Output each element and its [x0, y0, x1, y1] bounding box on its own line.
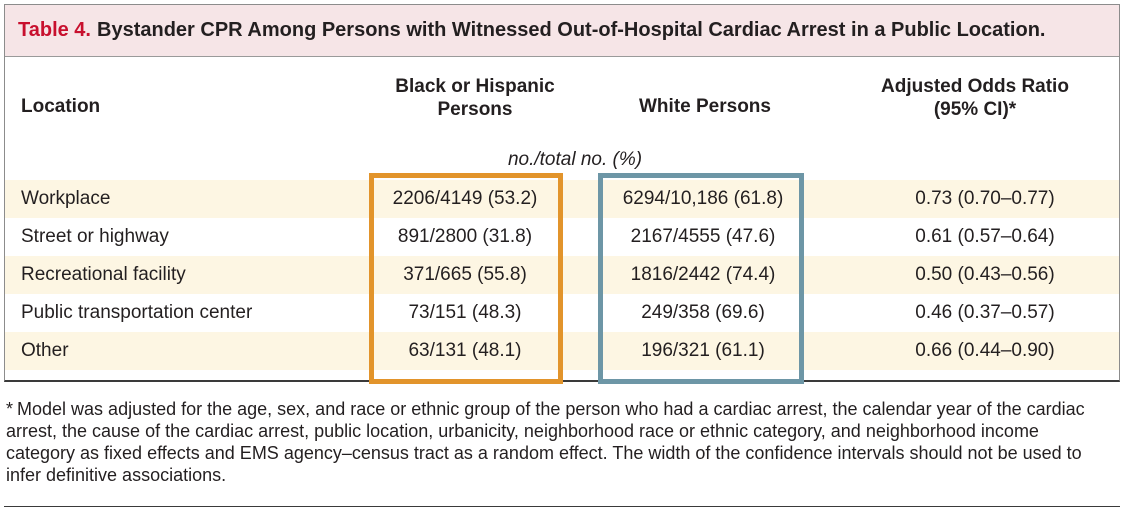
column-header-black-hispanic-line1: Black or Hispanic [395, 76, 555, 97]
column-header-black-hispanic-line2: Persons [437, 99, 513, 120]
data-table: Table 4. Bystander CPR Among Persons wit… [4, 4, 1120, 382]
cell-odds-ratio: 0.50 (0.43–0.56) [915, 264, 1055, 285]
table-row: Street or highway 891/2800 (31.8) 2167/4… [5, 218, 1119, 256]
column-header-odds-ratio: Adjusted Odds Ratio (95% CI)* [835, 75, 1115, 121]
cell-black-hispanic: 891/2800 (31.8) [397, 226, 533, 247]
cell-white: 2167/4555 (47.6) [630, 226, 776, 247]
table-title-text: Bystander CPR Among Persons with Witness… [97, 19, 1046, 41]
cell-white: 249/358 (69.6) [641, 302, 765, 323]
cell-black-hispanic: 371/665 (55.8) [403, 264, 527, 285]
column-header-odds-ratio-line2: (95% CI)* [933, 99, 1017, 120]
cell-location: Workplace [21, 188, 111, 209]
cell-location: Street or highway [21, 226, 169, 247]
column-header-odds-ratio-line1: Adjusted Odds Ratio [881, 76, 1069, 97]
cell-odds-ratio: 0.61 (0.57–0.64) [915, 226, 1055, 247]
cell-black-hispanic: 63/131 (48.1) [408, 340, 522, 361]
cell-white: 196/321 (61.1) [641, 340, 765, 361]
units-label: no./total no. (%) [507, 149, 643, 170]
cell-white: 1816/2442 (74.4) [630, 264, 776, 285]
cell-odds-ratio: 0.46 (0.37–0.57) [915, 302, 1055, 323]
cell-black-hispanic: 73/151 (48.3) [408, 302, 522, 323]
footnote-mark: * [6, 399, 14, 419]
bottom-divider [4, 506, 1120, 507]
column-header-location: Location [21, 96, 101, 117]
table-number: Table 4. [18, 19, 91, 41]
column-header-white: White Persons [639, 96, 771, 117]
cell-odds-ratio: 0.66 (0.44–0.90) [915, 340, 1055, 361]
table-row: Other 63/131 (48.1) 196/321 (61.1) 0.66 … [5, 332, 1119, 370]
table-row: Workplace 2206/4149 (53.2) 6294/10,186 (… [5, 180, 1119, 218]
column-header-black-hispanic: Black or Hispanic Persons [365, 75, 585, 121]
cell-location: Public transportation center [21, 302, 253, 323]
table-footnote: * Model was adjusted for the age, sex, an… [6, 398, 1106, 486]
cell-location: Recreational facility [21, 264, 186, 285]
table-title: Table 4. Bystander CPR Among Persons wit… [5, 5, 1119, 57]
cell-location: Other [21, 340, 69, 361]
footnote-text: Model was adjusted for the age, sex, and… [6, 399, 1085, 485]
table-row: Recreational facility 371/665 (55.8) 181… [5, 256, 1119, 294]
cell-black-hispanic: 2206/4149 (53.2) [392, 188, 538, 209]
cell-white: 6294/10,186 (61.8) [622, 188, 784, 209]
table-row: Public transportation center 73/151 (48.… [5, 294, 1119, 332]
cell-odds-ratio: 0.73 (0.70–0.77) [915, 188, 1055, 209]
